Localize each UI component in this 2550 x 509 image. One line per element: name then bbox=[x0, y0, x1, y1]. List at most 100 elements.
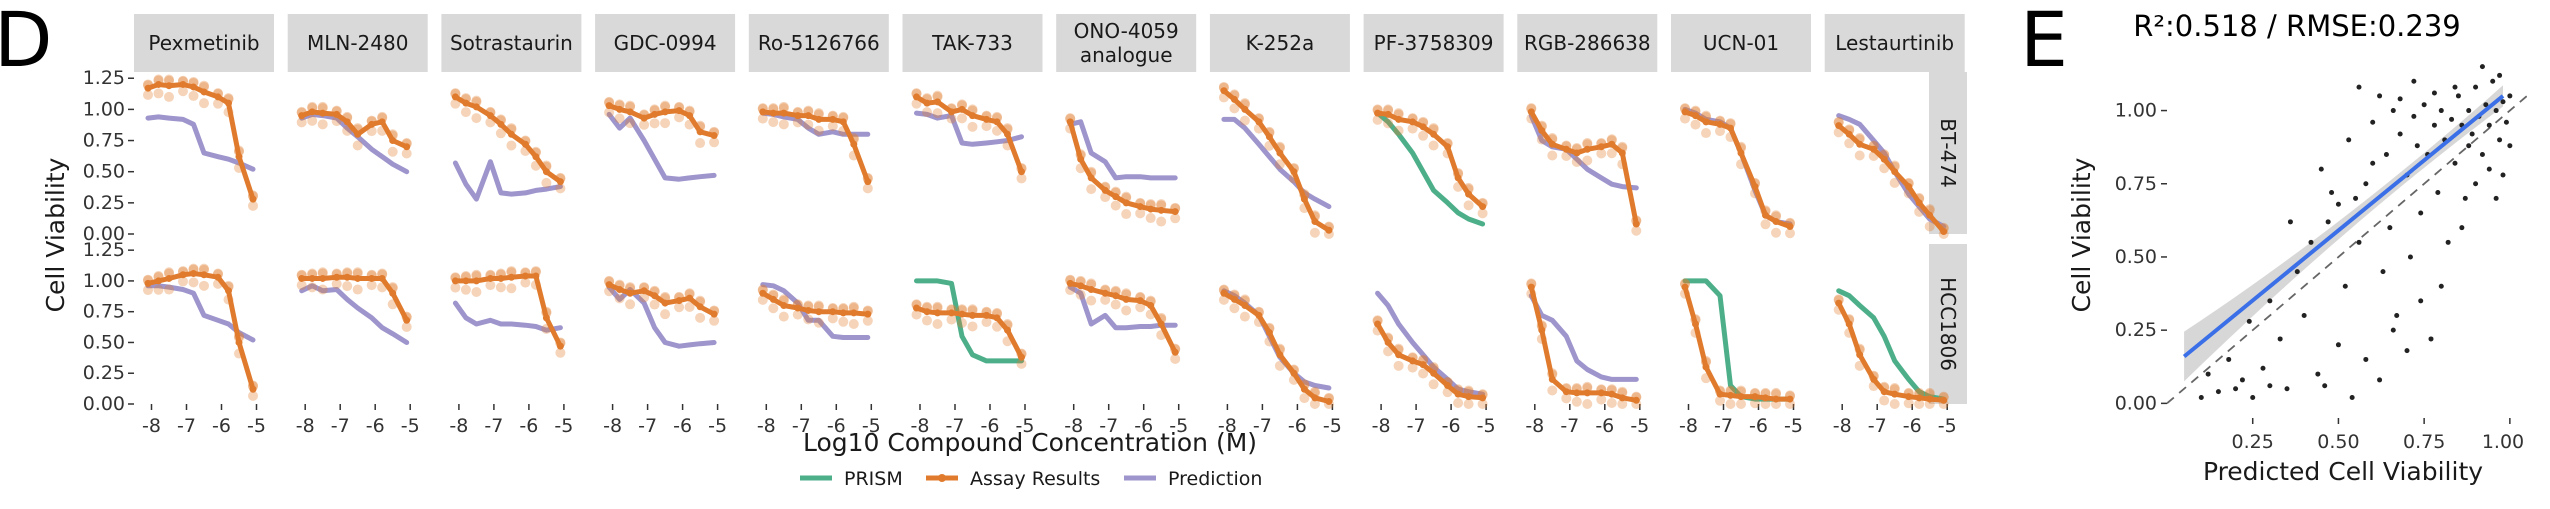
assay-replicate-point bbox=[1016, 173, 1027, 184]
assay-line bbox=[760, 109, 871, 185]
x-tick-label: -6 bbox=[1134, 415, 1153, 437]
assay-replicate-point bbox=[1121, 288, 1132, 299]
prediction-line bbox=[1067, 119, 1178, 181]
assay-mean-point bbox=[829, 115, 837, 123]
scatter-point bbox=[2421, 102, 2427, 108]
assay-mean-point bbox=[769, 109, 777, 117]
assay-mean-point bbox=[1300, 385, 1308, 393]
assay-replicate-point bbox=[317, 267, 328, 278]
assay-replicate-point bbox=[1680, 113, 1690, 124]
e-x-tick-label: 0.75 bbox=[2403, 431, 2445, 453]
scatter-point bbox=[2493, 195, 2499, 201]
facet-grid: Pexmetinib MLN-2480 Sotrastaurin GDC-0994 Ro… bbox=[83, 14, 1967, 437]
assay-replicate-point bbox=[1571, 156, 1582, 167]
x-tick-label: -5 bbox=[1938, 415, 1957, 437]
assay-mean-point bbox=[913, 304, 920, 312]
assay-replicate-point bbox=[757, 113, 768, 124]
prediction-line bbox=[1221, 288, 1332, 391]
prediction-line bbox=[606, 111, 717, 182]
assay-mean-point bbox=[1444, 382, 1452, 390]
assay-mean-point bbox=[333, 273, 341, 281]
assay-line bbox=[1067, 119, 1178, 215]
assay-mean-point bbox=[462, 277, 470, 285]
assay-replicate-point bbox=[1463, 385, 1474, 396]
assay-mean-point bbox=[1384, 338, 1392, 346]
scatter-point bbox=[2497, 137, 2503, 143]
assay-replicate-point bbox=[813, 125, 824, 136]
assay-replicate-point bbox=[307, 101, 318, 112]
assay-mean-point bbox=[1479, 203, 1487, 211]
assay-replicate-point bbox=[1299, 393, 1310, 404]
assay-mean-point bbox=[472, 277, 480, 285]
assay-mean-point bbox=[1454, 174, 1462, 182]
assay-mean-point bbox=[472, 103, 480, 111]
scatter-point bbox=[2370, 119, 2376, 125]
assay-mean-point bbox=[1112, 193, 1120, 201]
assay-mean-point bbox=[1136, 203, 1144, 211]
y-tick-label: 0.00 bbox=[83, 393, 125, 415]
assay-mean-point bbox=[1870, 145, 1878, 153]
scatter-point bbox=[2507, 143, 2513, 149]
assay-replicate-point bbox=[1110, 200, 1121, 211]
scatter-point bbox=[2397, 131, 2403, 137]
assay-replicate-point bbox=[1760, 219, 1771, 230]
assay-mean-point bbox=[1940, 228, 1948, 236]
assay-replicate-point bbox=[1715, 126, 1725, 137]
facet-strip-label-line: Pexmetinib bbox=[148, 31, 259, 55]
assay-mean-point bbox=[661, 108, 669, 116]
assay-replicate-point bbox=[352, 284, 363, 295]
assay-replicate-point bbox=[625, 100, 636, 111]
assay-mean-point bbox=[542, 168, 550, 176]
assay-replicate-point bbox=[506, 283, 517, 294]
assay-replicate-point bbox=[317, 119, 328, 130]
scatter-point bbox=[2239, 377, 2245, 383]
assay-line bbox=[1221, 88, 1332, 233]
assay-replicate-point bbox=[674, 302, 685, 313]
assay-replicate-point bbox=[792, 309, 803, 320]
facet-strip-label: ONO-4059 analogue bbox=[1074, 19, 1179, 67]
assay-replicate-point bbox=[164, 284, 174, 295]
facet-strip-label: MLN-2480 bbox=[307, 31, 408, 55]
assay-mean-point bbox=[1905, 183, 1913, 191]
assay-replicate-point bbox=[1477, 208, 1488, 219]
assay-mean-point bbox=[298, 112, 306, 120]
assay-mean-point bbox=[993, 118, 1001, 126]
scatter-point bbox=[2414, 143, 2420, 149]
assay-mean-point bbox=[1479, 394, 1487, 402]
assay-mean-point bbox=[780, 302, 788, 310]
assay-mean-point bbox=[948, 309, 955, 317]
scatter-point bbox=[2407, 254, 2413, 260]
scatter-point bbox=[2486, 122, 2492, 128]
assay-replicate-point bbox=[1561, 150, 1572, 161]
assay-mean-point bbox=[249, 385, 257, 393]
assay-replicate-point bbox=[614, 293, 625, 304]
facet-strip-label-line: PF-3758309 bbox=[1374, 31, 1494, 55]
assay-replicate-point bbox=[153, 88, 164, 99]
assay-mean-point bbox=[1786, 223, 1794, 231]
assay-replicate-point bbox=[1631, 225, 1642, 236]
assay-replicate-point bbox=[471, 269, 482, 280]
assay-replicate-point bbox=[1736, 385, 1746, 396]
assay-mean-point bbox=[556, 342, 564, 350]
assay-mean-point bbox=[1751, 183, 1759, 191]
facet-1-9 bbox=[1526, 278, 1642, 409]
assay-replicate-point bbox=[625, 118, 636, 129]
assay-mean-point bbox=[1905, 393, 1913, 401]
assay-mean-point bbox=[1727, 391, 1734, 399]
assay-mean-point bbox=[319, 274, 327, 282]
assay-mean-point bbox=[1692, 112, 1699, 120]
assay-replicate-point bbox=[1617, 399, 1628, 409]
assay-mean-point bbox=[1692, 320, 1699, 328]
assay-mean-point bbox=[214, 93, 222, 101]
assay-replicate-point bbox=[625, 282, 636, 293]
prediction-line bbox=[760, 282, 871, 340]
assay-mean-point bbox=[298, 274, 306, 282]
assay-mean-point bbox=[1870, 375, 1878, 383]
assay-mean-point bbox=[923, 308, 931, 316]
scatter-point bbox=[2267, 383, 2273, 389]
assay-mean-point bbox=[815, 115, 823, 123]
assay-mean-point bbox=[403, 143, 411, 151]
assay-replicate-point bbox=[1889, 177, 1900, 188]
assay-mean-point bbox=[507, 130, 515, 138]
assay-mean-point bbox=[1538, 127, 1546, 135]
